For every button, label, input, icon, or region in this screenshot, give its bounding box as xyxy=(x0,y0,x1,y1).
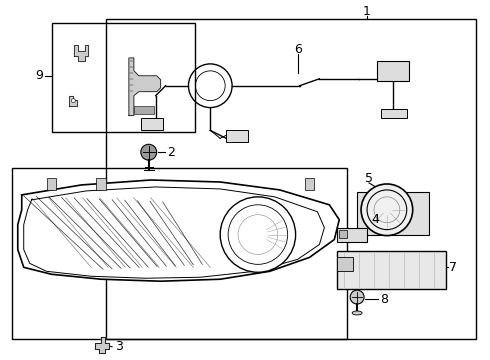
Circle shape xyxy=(361,184,413,235)
Circle shape xyxy=(350,290,364,304)
Bar xyxy=(134,105,154,113)
Bar xyxy=(357,192,429,235)
Text: 1: 1 xyxy=(363,5,371,18)
Text: 7: 7 xyxy=(449,261,457,274)
Bar xyxy=(337,257,353,271)
Bar xyxy=(381,109,407,118)
Ellipse shape xyxy=(352,311,362,315)
Bar xyxy=(226,130,248,142)
Text: 4: 4 xyxy=(371,213,379,226)
Bar xyxy=(377,61,409,81)
Polygon shape xyxy=(70,96,77,105)
Bar xyxy=(339,230,347,238)
Bar xyxy=(12,168,347,339)
Bar xyxy=(337,251,446,289)
Text: 2: 2 xyxy=(167,146,174,159)
Polygon shape xyxy=(95,337,109,353)
Bar xyxy=(47,178,56,190)
Text: 8: 8 xyxy=(380,293,388,306)
Polygon shape xyxy=(74,45,88,61)
Polygon shape xyxy=(129,58,161,116)
Polygon shape xyxy=(18,180,339,281)
Circle shape xyxy=(220,197,295,272)
Text: 5: 5 xyxy=(365,171,373,185)
Bar xyxy=(106,19,476,339)
Text: 9: 9 xyxy=(36,69,44,82)
Bar xyxy=(96,178,106,190)
Bar xyxy=(337,228,367,242)
Text: 6: 6 xyxy=(294,42,301,55)
Bar xyxy=(141,118,163,130)
Bar xyxy=(51,23,196,132)
Circle shape xyxy=(141,144,157,160)
Text: 3: 3 xyxy=(115,340,123,353)
Circle shape xyxy=(72,99,75,103)
Bar xyxy=(305,178,315,190)
